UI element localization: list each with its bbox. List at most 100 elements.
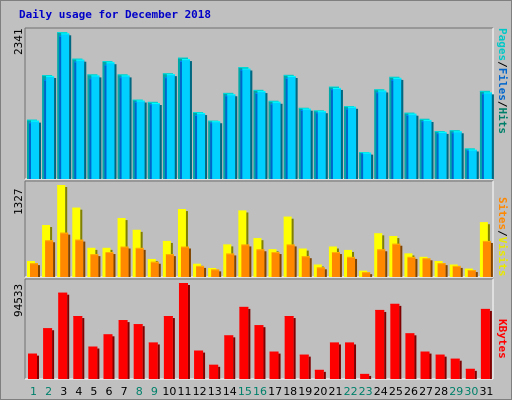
kbytes-bar-26-shadow (414, 335, 417, 379)
x-tick-day-11: 11 (178, 385, 192, 398)
hits-bar-26-highlight (404, 112, 415, 114)
sites-bar-21-shadow (339, 254, 342, 277)
visits-bar-20-highlight (313, 264, 322, 266)
visits-bar-11-shadow (185, 211, 188, 277)
visits-bar-8-highlight (132, 229, 141, 231)
pages-bar-8-highlight (136, 100, 145, 102)
pages-bar-20 (317, 111, 326, 179)
x-tick-day-5: 5 (90, 385, 97, 398)
legend-kbytes: KBytes (496, 319, 509, 359)
pages-bar-11 (181, 59, 190, 180)
x-tick-day-20: 20 (313, 385, 327, 398)
x-tick-day-9: 9 (151, 385, 158, 398)
sites-bar-9 (150, 261, 159, 277)
legend-item-p2-2: Visits (496, 236, 509, 277)
sites-bar-25 (392, 243, 401, 277)
kbytes-bar-23 (360, 373, 370, 379)
hits-bar-19-highlight (298, 107, 309, 109)
x-tick-day-29: 29 (449, 385, 463, 398)
visits-bar-27-highlight (419, 256, 428, 258)
pages-bar-6-shadow (114, 64, 117, 179)
kbytes-bar-1-highlight (28, 353, 37, 355)
kbytes-bar-24-highlight (375, 309, 385, 311)
kbytes-bar-19 (299, 354, 309, 379)
kbytes-bar-6-highlight (103, 334, 113, 336)
hits-bar-1-highlight (27, 119, 37, 121)
visits-bar-18-highlight (283, 216, 292, 218)
pages-bar-15 (242, 68, 251, 179)
pages-bar-9-highlight (151, 103, 160, 105)
kbytes-bar-13-highlight (209, 364, 219, 366)
legend-item-p1-1: / (496, 61, 509, 68)
kbytes-bar-26-highlight (405, 333, 415, 335)
kbytes-bar-8-shadow (142, 326, 145, 379)
visits-bar-6-highlight (102, 247, 111, 249)
sites-bar-23-shadow (370, 274, 373, 277)
pages-bar-21-highlight (332, 87, 341, 89)
kbytes-bar-17-highlight (269, 351, 279, 353)
sites-bar-12-shadow (204, 267, 207, 277)
pages-bar-5-shadow (99, 77, 102, 179)
sites-bar-1 (30, 263, 38, 277)
pages-bar-13-highlight (212, 121, 221, 123)
hits-bar-9-highlight (147, 101, 158, 103)
hits-bar-24-highlight (374, 89, 385, 91)
hits-bar-3-highlight (57, 32, 68, 33)
x-tick-day-6: 6 (106, 385, 113, 398)
kbytes-bar-18-shadow (293, 318, 296, 379)
pages-bar-14-shadow (235, 96, 238, 179)
pages-bar-14-highlight (227, 94, 236, 96)
kbytes-bar-6 (103, 334, 113, 379)
x-tick-day-14: 14 (223, 385, 237, 398)
pages-bar-3 (61, 33, 70, 180)
x-tick-day-18: 18 (283, 385, 297, 398)
kbytes-bar-29 (450, 358, 460, 379)
kbytes-bar-31 (480, 308, 490, 379)
pages-bar-29 (453, 131, 462, 179)
sites-bar-30-shadow (475, 272, 478, 277)
hits-bar-28-highlight (434, 131, 445, 133)
visits-bar-19-highlight (298, 248, 307, 250)
hits-bar-14-highlight (223, 92, 234, 94)
pages-bar-26-shadow (416, 115, 419, 179)
kbytes-bar-1-shadow (37, 355, 39, 379)
kbytes-bar-31-shadow (489, 310, 492, 379)
hits-bar-16-highlight (253, 89, 264, 91)
kbytes-bar-23-highlight (360, 373, 370, 375)
legend-item-p2-1: / (496, 230, 509, 237)
hits-bar-11-highlight (177, 57, 188, 59)
pages-bar-13 (212, 121, 221, 179)
pages-bar-7-highlight (121, 75, 130, 77)
pages-bar-6-highlight (106, 62, 115, 64)
sites-bar-12-highlight (196, 265, 205, 267)
pages-bar-10 (166, 74, 175, 179)
hits-bar-7-highlight (117, 74, 128, 76)
visits-bar-21-highlight (328, 246, 337, 248)
kbytes-bar-16 (254, 325, 264, 379)
sites-bar-16-shadow (264, 251, 267, 277)
pages-bar-30-highlight (468, 149, 477, 151)
kbytes-bar-26 (405, 333, 415, 379)
y-max-label-hits: 2341 (12, 28, 25, 56)
kbytes-bar-20-shadow (323, 371, 326, 379)
pages-bar-23-highlight (363, 152, 372, 154)
pages-bar-7 (121, 75, 130, 179)
kbytes-bar-22-highlight (345, 342, 355, 344)
pages-bar-27-highlight (423, 119, 432, 121)
kbytes-bar-14-shadow (233, 337, 236, 379)
pages-bar-11-shadow (189, 61, 192, 180)
pages-bar-29-shadow (461, 133, 464, 179)
sites-bar-30-highlight (467, 270, 476, 272)
x-tick-day-30: 30 (464, 385, 478, 398)
sites-bar-4-highlight (75, 239, 84, 241)
kbytes-bar-14-highlight (224, 335, 234, 337)
legend-item-p1-0: Pages (496, 28, 509, 62)
visits-bar-23-highlight (359, 270, 368, 272)
hits-bar-22-highlight (344, 106, 355, 108)
kbytes-bar-12-shadow (203, 352, 206, 379)
kbytes-bar-24 (375, 309, 385, 379)
pages-bar-21-shadow (340, 89, 343, 179)
pages-bar-28-highlight (438, 131, 447, 133)
sites-bar-14-highlight (226, 253, 235, 255)
